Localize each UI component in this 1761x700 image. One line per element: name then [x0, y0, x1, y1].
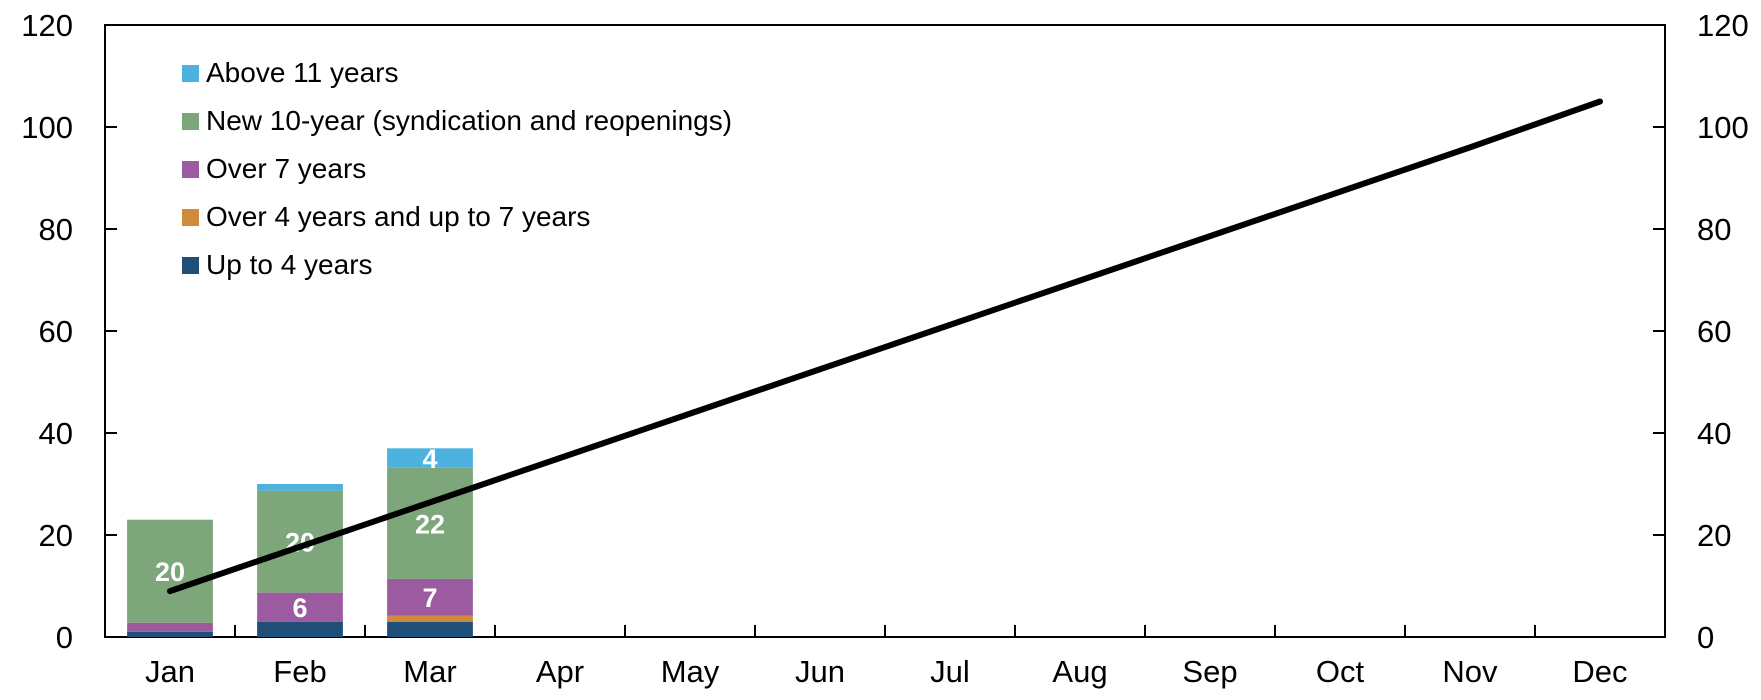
y-tick-label: 0 [56, 620, 73, 655]
bar-data-label: 6 [292, 593, 307, 623]
x-tick-label: Jan [145, 654, 195, 689]
legend-swatch [182, 209, 199, 226]
bar-data-label: 22 [415, 509, 445, 539]
bar-segment [127, 622, 213, 632]
bar-segment [257, 621, 343, 637]
legend-swatch [182, 161, 199, 178]
bar-segment [127, 631, 213, 637]
legend: Above 11 years New 10-year (syndication a… [182, 57, 732, 280]
x-tick-label: Mar [403, 654, 456, 689]
bar-segment [387, 467, 473, 579]
bars [127, 448, 473, 637]
x-tick-label: Nov [1442, 654, 1498, 689]
x-tick-label: Oct [1316, 654, 1365, 689]
x-axis: Jan Feb Mar Apr May Jun Jul Aug Sep Oct Nov Dec [104, 625, 1666, 689]
bar-segment [387, 621, 473, 637]
legend-swatch [182, 113, 199, 130]
y-tick-label: 20 [39, 518, 73, 553]
legend-label: Up to 4 years [206, 249, 373, 280]
x-tick-label: Aug [1052, 654, 1107, 689]
x-tick-label: Feb [273, 654, 326, 689]
cumulative-line [167, 98, 1603, 595]
bar-segment [387, 448, 473, 468]
bar-data-label: 7 [422, 583, 437, 613]
legend-label: Over 7 years [206, 153, 366, 184]
bar-data-label: 4 [422, 444, 437, 474]
x-tick-label: Dec [1572, 654, 1627, 689]
y2-tick-label: 120 [1697, 8, 1749, 43]
x-tick-label: May [661, 654, 720, 689]
x-tick-label: Apr [536, 654, 584, 689]
y-tick-label: 40 [39, 416, 73, 451]
bar-segment [127, 519, 213, 623]
bar-data-label: 20 [155, 557, 185, 587]
legend-label: Above 11 years [206, 57, 399, 88]
y2-tick-label: 100 [1697, 110, 1749, 145]
y-tick-label: 80 [39, 212, 73, 247]
x-tick-label: Sep [1182, 654, 1237, 689]
legend-swatch [182, 257, 199, 274]
bar-segment [387, 615, 473, 622]
y-tick-label: 60 [39, 314, 73, 349]
bar-segment [257, 484, 343, 491]
bar-segment [257, 592, 343, 622]
bar-segment [387, 578, 473, 616]
legend-label: Over 4 years and up to 7 years [206, 201, 590, 232]
y-tick-label: 100 [21, 110, 73, 145]
y2-tick-label: 60 [1697, 314, 1731, 349]
x-tick-label: Jun [795, 654, 845, 689]
y2-tick-label: 0 [1697, 620, 1714, 655]
y2-tick-label: 80 [1697, 212, 1731, 247]
left-axis: 0 20 40 60 80 100 120 [21, 8, 117, 655]
legend-swatch [182, 65, 199, 82]
legend-label: New 10-year (syndication and reopenings) [206, 105, 732, 136]
bar-segment [257, 490, 343, 593]
right-axis: 0 20 40 60 80 100 120 [1653, 8, 1749, 655]
y2-tick-label: 40 [1697, 416, 1731, 451]
y2-tick-label: 20 [1697, 518, 1731, 553]
y-tick-label: 120 [21, 8, 73, 43]
x-tick-label: Jul [930, 654, 970, 689]
